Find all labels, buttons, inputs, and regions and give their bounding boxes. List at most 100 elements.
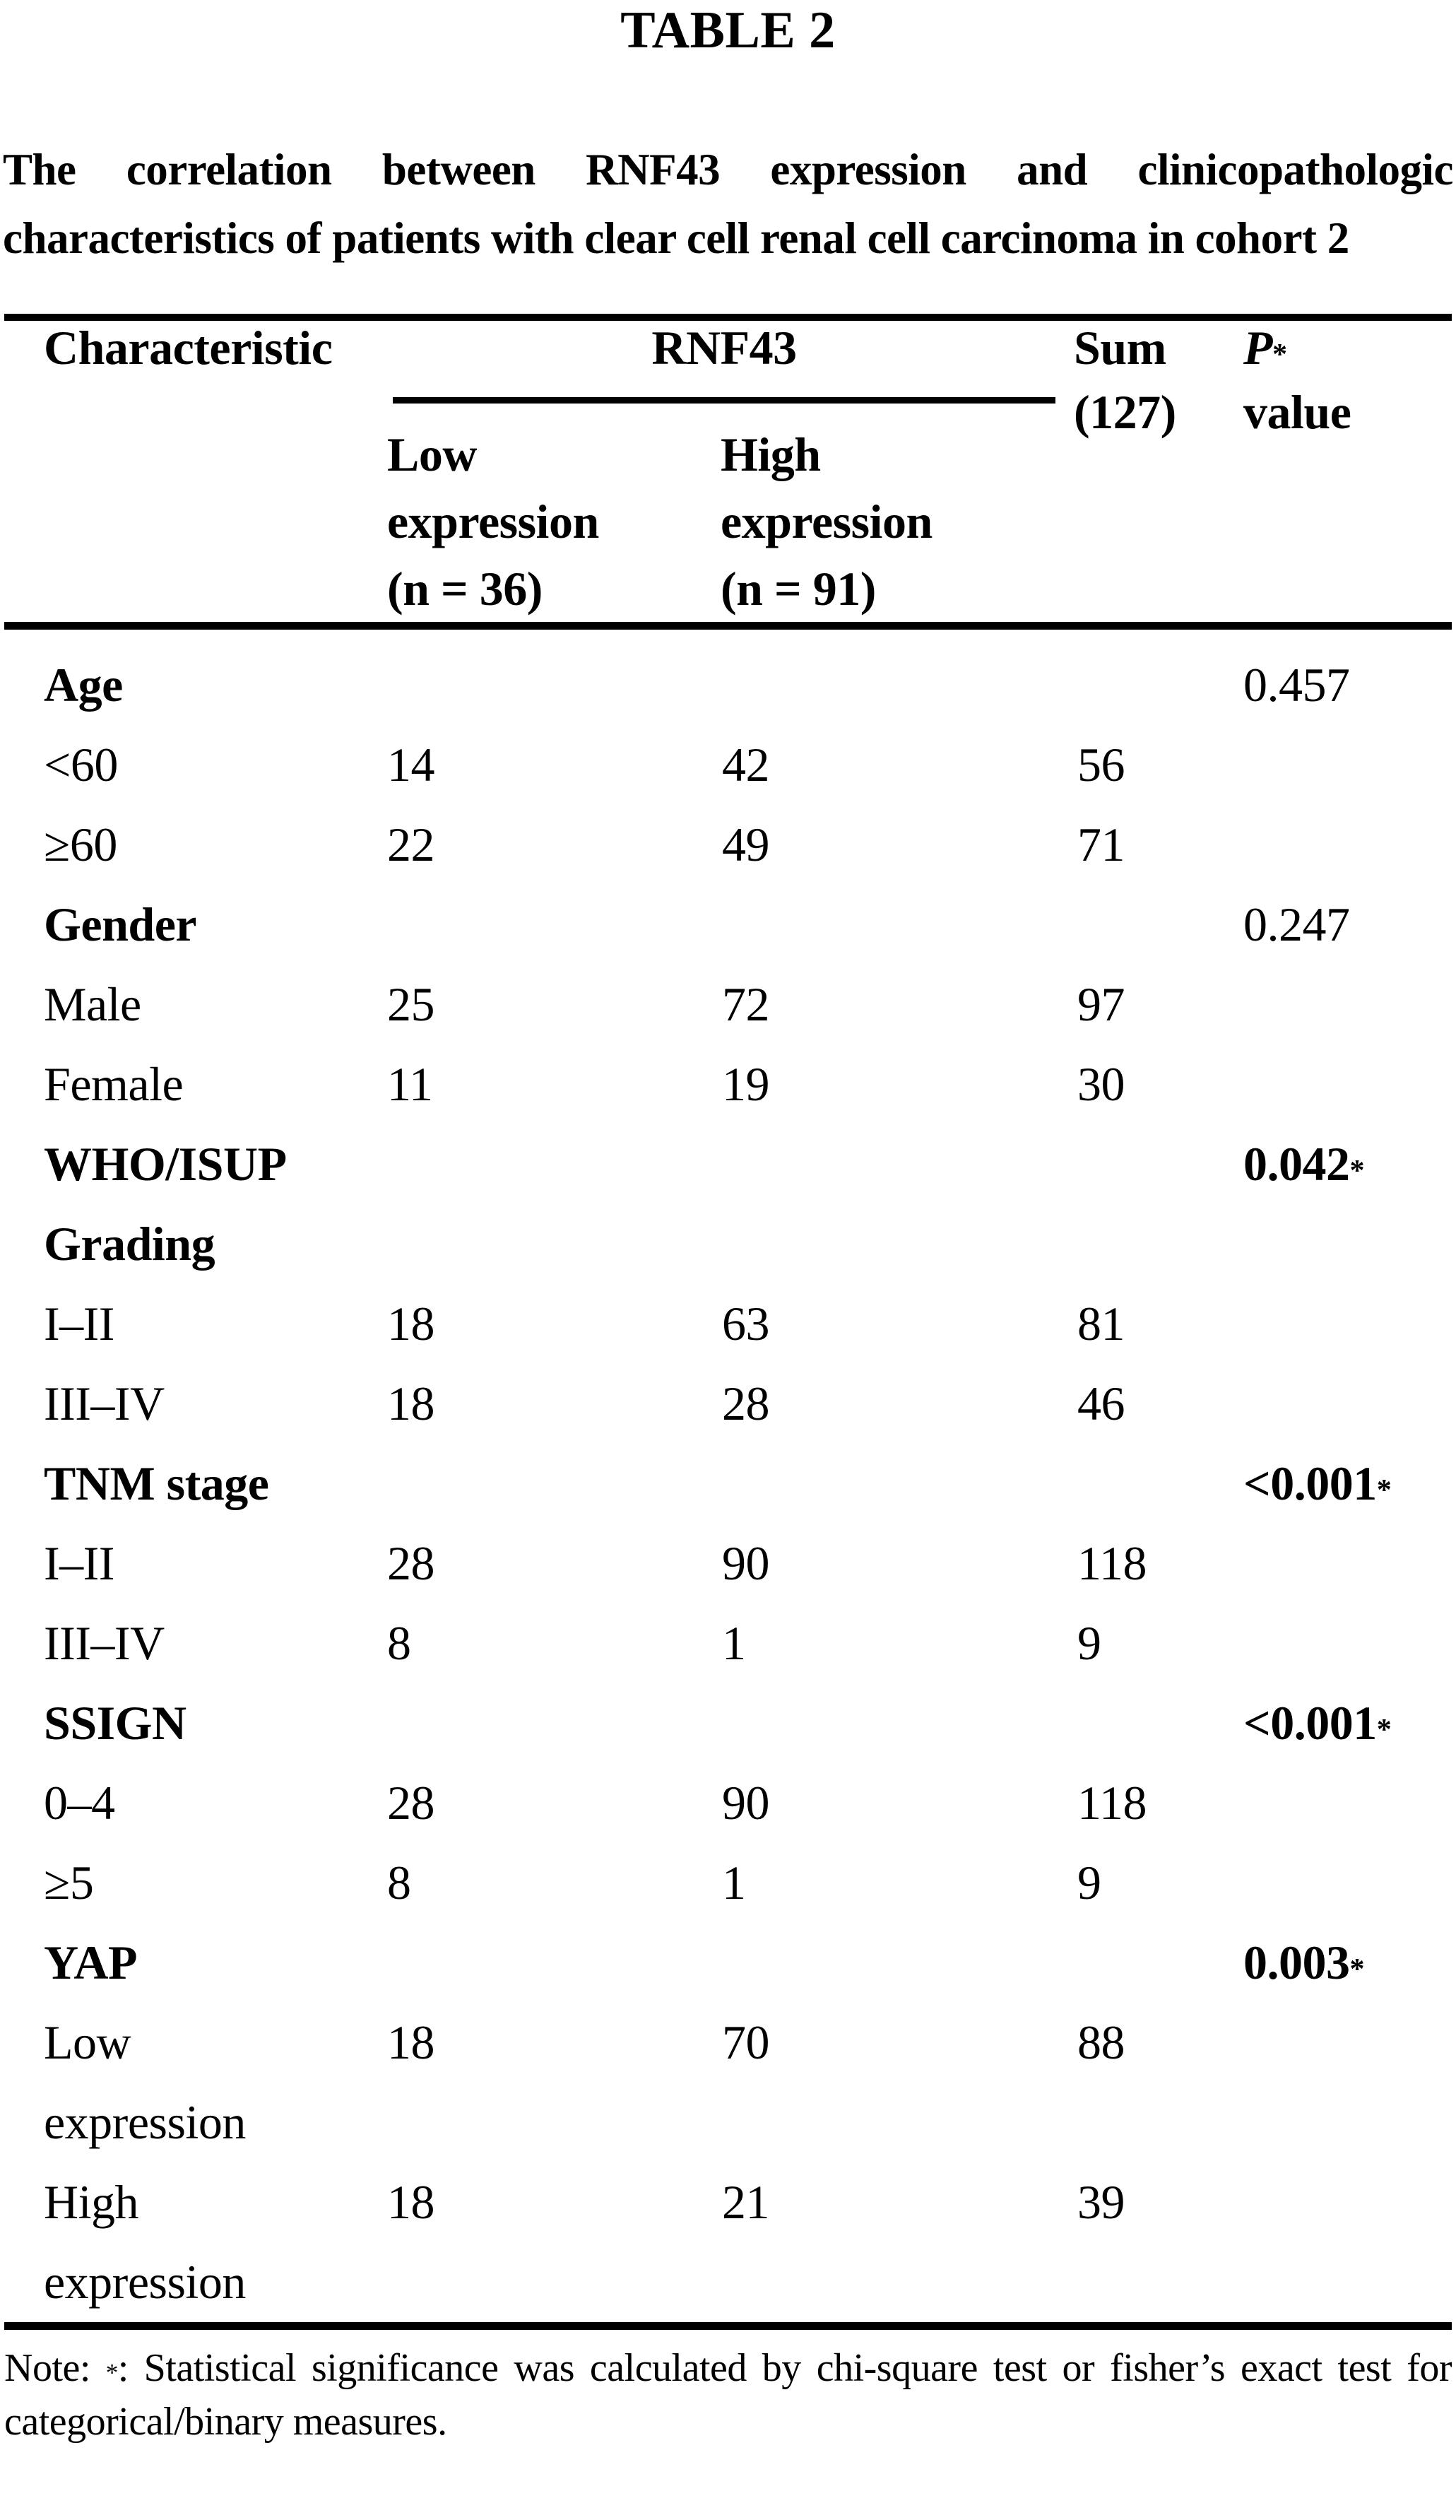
high-expression-value: 28 [722,1377,770,1430]
row-label: I–II [44,1297,114,1350]
row-label: SSIGN [44,1696,187,1750]
p-symbol: P [1243,321,1273,375]
significance-star: * [1349,1154,1365,1187]
row-label: TNM stage [44,1456,269,1510]
p-value-text: <0.001 [1243,1696,1377,1750]
table-row: I–II 18 63 81 [0,1284,1456,1364]
table-row: ≥60 22 49 71 [0,805,1456,885]
row-label: 0–4 [44,1776,115,1830]
p-value-text: 0.003 [1243,1936,1350,1989]
table-row: <60 14 42 56 [0,725,1456,805]
sum-value: 9 [1077,1856,1101,1909]
low-expression-value: 28 [387,1776,435,1830]
column-header-sum-count: (127) [1074,385,1176,439]
row-label: WHO/ISUP Grading [44,1137,287,1271]
high-expression-value: 49 [722,818,770,871]
row-label: ≥60 [44,818,117,871]
p-value: 0.003* [1243,1923,1456,2003]
sum-value: 9 [1077,1616,1101,1670]
p-value-text: 0.457 [1243,658,1350,712]
row-label: Low expression [44,2015,246,2149]
footnote-star: * [105,2359,118,2386]
column-header-p: P* [1243,324,1287,372]
low-expression-value: 11 [387,1057,433,1111]
low-expression-value: 18 [387,1377,435,1430]
significance-star: * [1349,1953,1365,1986]
p-value-text: <0.001 [1243,1456,1377,1510]
high-expression-value: 42 [722,738,770,791]
p-value-text: 0.247 [1243,897,1350,951]
column-header-sum: Sum [1074,321,1166,375]
row-label: <60 [44,738,118,791]
bottom-rule [4,2322,1452,2330]
row-label: III–IV [44,1616,165,1670]
low-expression-value: 18 [387,1297,435,1350]
top-rule [4,314,1452,321]
significance-star: * [1376,1713,1392,1746]
table-row: High expression 18 21 39 [0,2162,1456,2322]
table-row: Female 11 19 30 [0,1044,1456,1124]
footnote-text: : Statistical significance was calculate… [4,2346,1452,2444]
high-expression-value: 90 [722,1536,770,1590]
row-label: YAP [44,1936,138,1989]
table-row: III–IV 18 28 46 [0,1364,1456,1444]
high-expression-value: 21 [722,2175,770,2229]
p-value-text: 0.042 [1243,1137,1350,1191]
table-body: Age 0.457 <60 14 42 56 ≥60 22 49 71 Gender 0.247 Mal… [0,630,1456,2322]
high-expression-value: 19 [722,1057,770,1111]
p-value: 0.457 [1243,645,1456,725]
sum-value: 88 [1077,2015,1125,2069]
sum-value: 30 [1077,1057,1125,1111]
sum-value: 71 [1077,818,1125,871]
table-row: III–IV 8 1 9 [0,1603,1456,1683]
row-label: I–II [44,1536,114,1590]
low-expression-value: 28 [387,1536,435,1590]
sum-value: 81 [1077,1297,1125,1350]
table-caption: The correlation between RNF43 expression… [3,145,1454,263]
table-number-label: TABLE 2 [620,1,836,59]
sum-value: 118 [1077,1776,1147,1830]
table-row: SSIGN <0.001* [0,1683,1456,1763]
header-body-rule [4,622,1452,630]
p-value: 0.042* [1243,1124,1456,1204]
column-header-p-value-word: value [1243,385,1351,439]
footnote: Note: *: Statistical significance was ca… [4,2341,1452,2449]
low-expression-value: 22 [387,818,435,871]
table-row: Male 25 72 97 [0,965,1456,1044]
row-label: Female [44,1057,184,1111]
p-star: * [1272,338,1287,371]
column-header-characteristic: Characteristic [44,321,333,375]
sum-value: 97 [1077,977,1125,1031]
p-value: 0.247 [1243,885,1456,965]
sum-value: 46 [1077,1377,1125,1430]
table-row: I–II 28 90 118 [0,1524,1456,1603]
table-row: YAP 0.003* [0,1923,1456,2003]
table-row: 0–4 28 90 118 [0,1763,1456,1843]
sum-value: 56 [1077,738,1125,791]
low-expression-value: 8 [387,1616,411,1670]
row-label: Gender [44,897,197,951]
high-expression-value: 63 [722,1297,770,1350]
low-expression-value: 8 [387,1856,411,1909]
p-value: <0.001* [1243,1683,1456,1763]
low-expression-value: 25 [387,977,435,1031]
table-row: Gender 0.247 [0,885,1456,965]
table-header: Characteristic RNF43 Sum P* (127) value … [0,321,1456,622]
row-label: III–IV [44,1377,165,1430]
row-label: ≥5 [44,1856,94,1909]
table-row: ≥5 8 1 9 [0,1843,1456,1923]
column-header-rnf43: RNF43 [651,321,797,375]
table-row: TNM stage <0.001* [0,1444,1456,1524]
sum-value: 39 [1077,2175,1125,2229]
low-expression-value: 18 [387,2175,435,2229]
high-expression-value: 1 [722,1616,746,1670]
sum-value: 118 [1077,1536,1147,1590]
column-header-low-expression: Low expression (n = 36) [387,428,599,616]
row-label: High expression [44,2175,246,2309]
p-value: <0.001* [1243,1444,1456,1524]
low-expression-value: 14 [387,738,435,791]
table-row: Age 0.457 [0,645,1456,725]
table-row: Low expression 18 70 88 [0,2003,1456,2162]
table-row: WHO/ISUP Grading 0.042* [0,1124,1456,1284]
high-expression-value: 90 [722,1776,770,1830]
